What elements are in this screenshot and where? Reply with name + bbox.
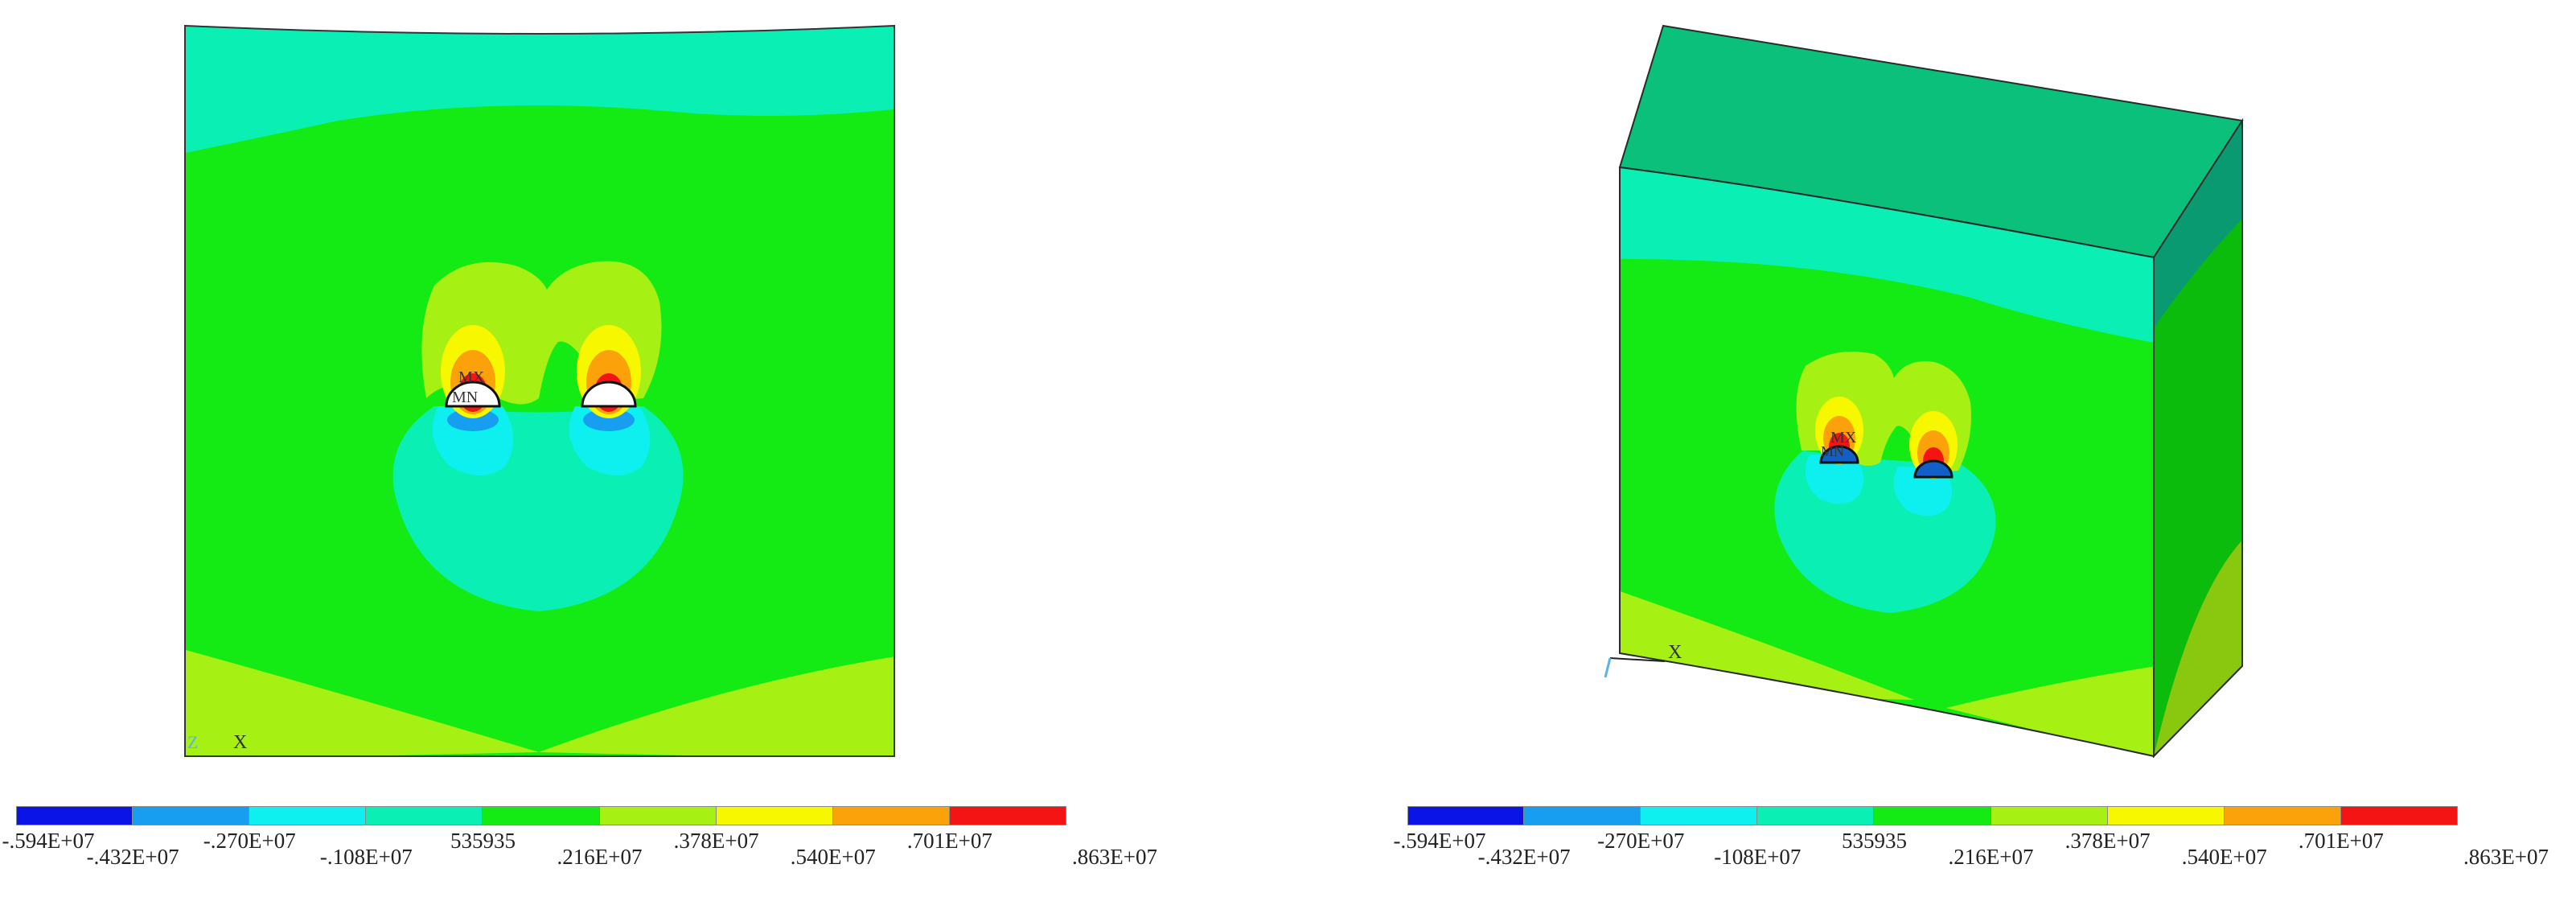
legend-swatch [1874,806,1991,825]
legend-swatch [832,806,950,825]
right-contour-panel: MX MN X -.594E+07 -.432E+07 -270E+07 -108E+… [1287,0,2576,897]
hole-right [581,381,637,408]
legend-swatch [1641,806,1758,825]
hole-left-3d [1819,445,1859,464]
left-contour-panel: MX MN Z X -.594E+07 -.432E+07 -.270E+07 -.1… [0,0,1287,897]
left-color-legend [16,806,1066,825]
min-marker-left: MN [452,389,478,406]
legend-swatch [366,806,483,825]
legend-swatch [1991,806,2108,825]
left-plot-outline [184,24,895,757]
max-marker-left: MX [458,368,485,386]
legend-swatch [1407,806,1525,825]
left-contour-plot: MX MN Z X [184,24,895,757]
x-axis-label-right: X [1668,642,1682,663]
legend-tick-label: -.594E+07 [1393,829,1486,853]
legend-tick-label: -270E+07 [1597,829,1685,853]
legend-tick-label: 535935 [1841,829,1907,853]
legend-swatch [2340,806,2458,825]
legend-tick-label: .216E+07 [557,845,643,869]
legend-swatch [2224,806,2341,825]
legend-tick-label: .863E+07 [1072,845,1157,869]
legend-swatch [1757,806,1875,825]
min-marker-right: MN [1821,443,1844,459]
triad-z-line [1604,657,1612,678]
legend-swatch [16,806,134,825]
max-marker-right: MX [1830,429,1857,446]
legend-tick-label: -.108E+07 [319,845,413,869]
legend-tick-label: .540E+07 [2181,845,2267,869]
legend-tick-label: -.270E+07 [203,829,296,853]
z-axis-label-left: Z [187,732,198,752]
band-bottom-left [185,648,539,756]
hole-left [445,381,501,408]
legend-tick-label: -.594E+07 [2,829,95,853]
legend-tick-label: .540E+07 [790,845,876,869]
legend-tick-label: -.432E+07 [1477,845,1571,869]
legend-tick-label: -.432E+07 [86,845,179,869]
triad-x-line [1609,657,1666,662]
legend-tick-label: .378E+07 [2064,829,2151,853]
band-bottom-right [539,656,894,756]
legend-tick-label: -108E+07 [1714,845,1802,869]
legend-tick-label: .378E+07 [673,829,759,853]
legend-tick-label: .701E+07 [906,829,992,853]
legend-swatch [249,806,367,825]
legend-swatch [2107,806,2225,825]
legend-tick-label: 535935 [450,829,516,853]
band-top-teal [185,26,894,153]
legend-tick-label: .701E+07 [2298,829,2384,853]
legend-swatch [599,806,717,825]
left-contour-fill [185,26,894,756]
legend-swatch [1524,806,1641,825]
legend-swatch [716,806,833,825]
right-contour-plot: MX MN X [1604,24,2244,759]
legend-tick-label: .216E+07 [1948,845,2034,869]
hole-right-3d [1913,459,1954,479]
front-face-outline [1619,166,2155,758]
legend-tick-label: .863E+07 [2463,845,2549,869]
x-axis-label-left: X [233,732,247,753]
legend-swatch [133,806,250,825]
right-color-legend [1407,806,2458,825]
legend-swatch [949,806,1066,825]
legend-swatch [483,806,600,825]
